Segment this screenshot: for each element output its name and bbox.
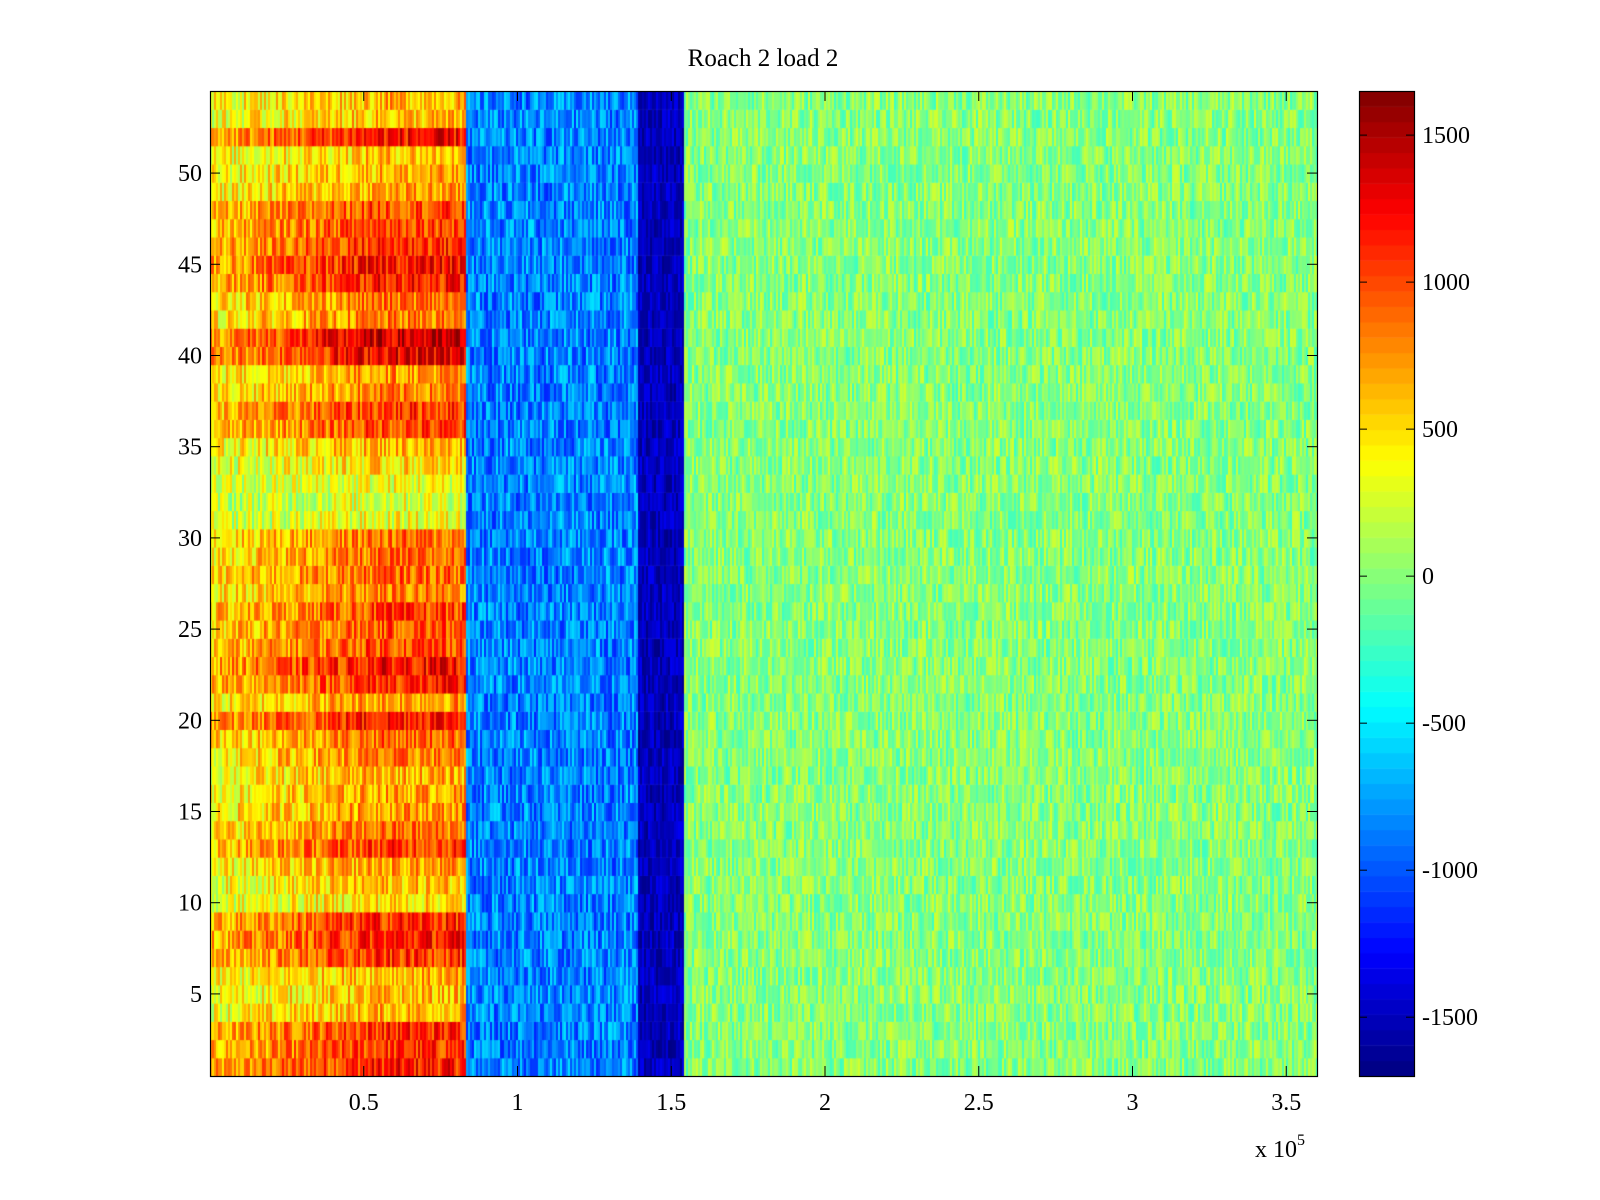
y-tick-label: 45 bbox=[178, 252, 202, 278]
colorbar-axis: 1500 1000 500 0 -500 -1000 -1500 bbox=[1359, 123, 1478, 1031]
x-tick-label: 2 bbox=[819, 1090, 831, 1116]
y-tick-label: 35 bbox=[178, 435, 202, 461]
colorbar-tick-label: 500 bbox=[1422, 417, 1458, 443]
colorbar-tick-label: 1500 bbox=[1422, 123, 1470, 149]
x-tick-label: 1.5 bbox=[656, 1090, 686, 1116]
colorbar-tick-label: -500 bbox=[1422, 711, 1466, 737]
colorbar-tick-label: 1000 bbox=[1422, 270, 1470, 296]
x-tick-label: 1 bbox=[512, 1090, 524, 1116]
y-axis: 5 10 15 20 25 30 35 40 45 50 bbox=[178, 161, 1317, 1008]
y-tick-label: 30 bbox=[178, 526, 202, 552]
x-multiplier-base: x 10 bbox=[1255, 1137, 1297, 1163]
y-tick-label: 15 bbox=[178, 800, 202, 826]
y-tick-label: 25 bbox=[178, 617, 202, 643]
colorbar-tick-label: -1000 bbox=[1422, 858, 1478, 884]
colorbar-frame bbox=[1358, 90, 1416, 1078]
colorbar-tick-label: -1500 bbox=[1422, 1005, 1478, 1031]
x-tick-label: 2.5 bbox=[964, 1090, 994, 1116]
y-tick-label: 50 bbox=[178, 161, 202, 187]
chart-title: Roach 2 load 2 bbox=[688, 45, 839, 72]
heatmap-image bbox=[210, 91, 1317, 1076]
y-tick-label: 10 bbox=[178, 891, 202, 917]
x-axis: 0.5 1 1.5 2 2.5 3 3.5 bbox=[349, 91, 1301, 1116]
y-tick-label: 40 bbox=[178, 343, 202, 369]
x-multiplier-exponent: 5 bbox=[1297, 1132, 1305, 1149]
plot-frame bbox=[209, 90, 1319, 1078]
colorbar-gradient bbox=[1359, 91, 1414, 1076]
x-tick-label: 3.5 bbox=[1271, 1090, 1301, 1116]
x-tick-label: 3 bbox=[1127, 1090, 1139, 1116]
y-tick-label: 5 bbox=[190, 982, 202, 1008]
colorbar-tick-label: 0 bbox=[1422, 564, 1434, 590]
x-tick-label: 0.5 bbox=[349, 1090, 379, 1116]
y-tick-label: 20 bbox=[178, 708, 202, 734]
x-multiplier-label: x 105 bbox=[1255, 1132, 1305, 1163]
